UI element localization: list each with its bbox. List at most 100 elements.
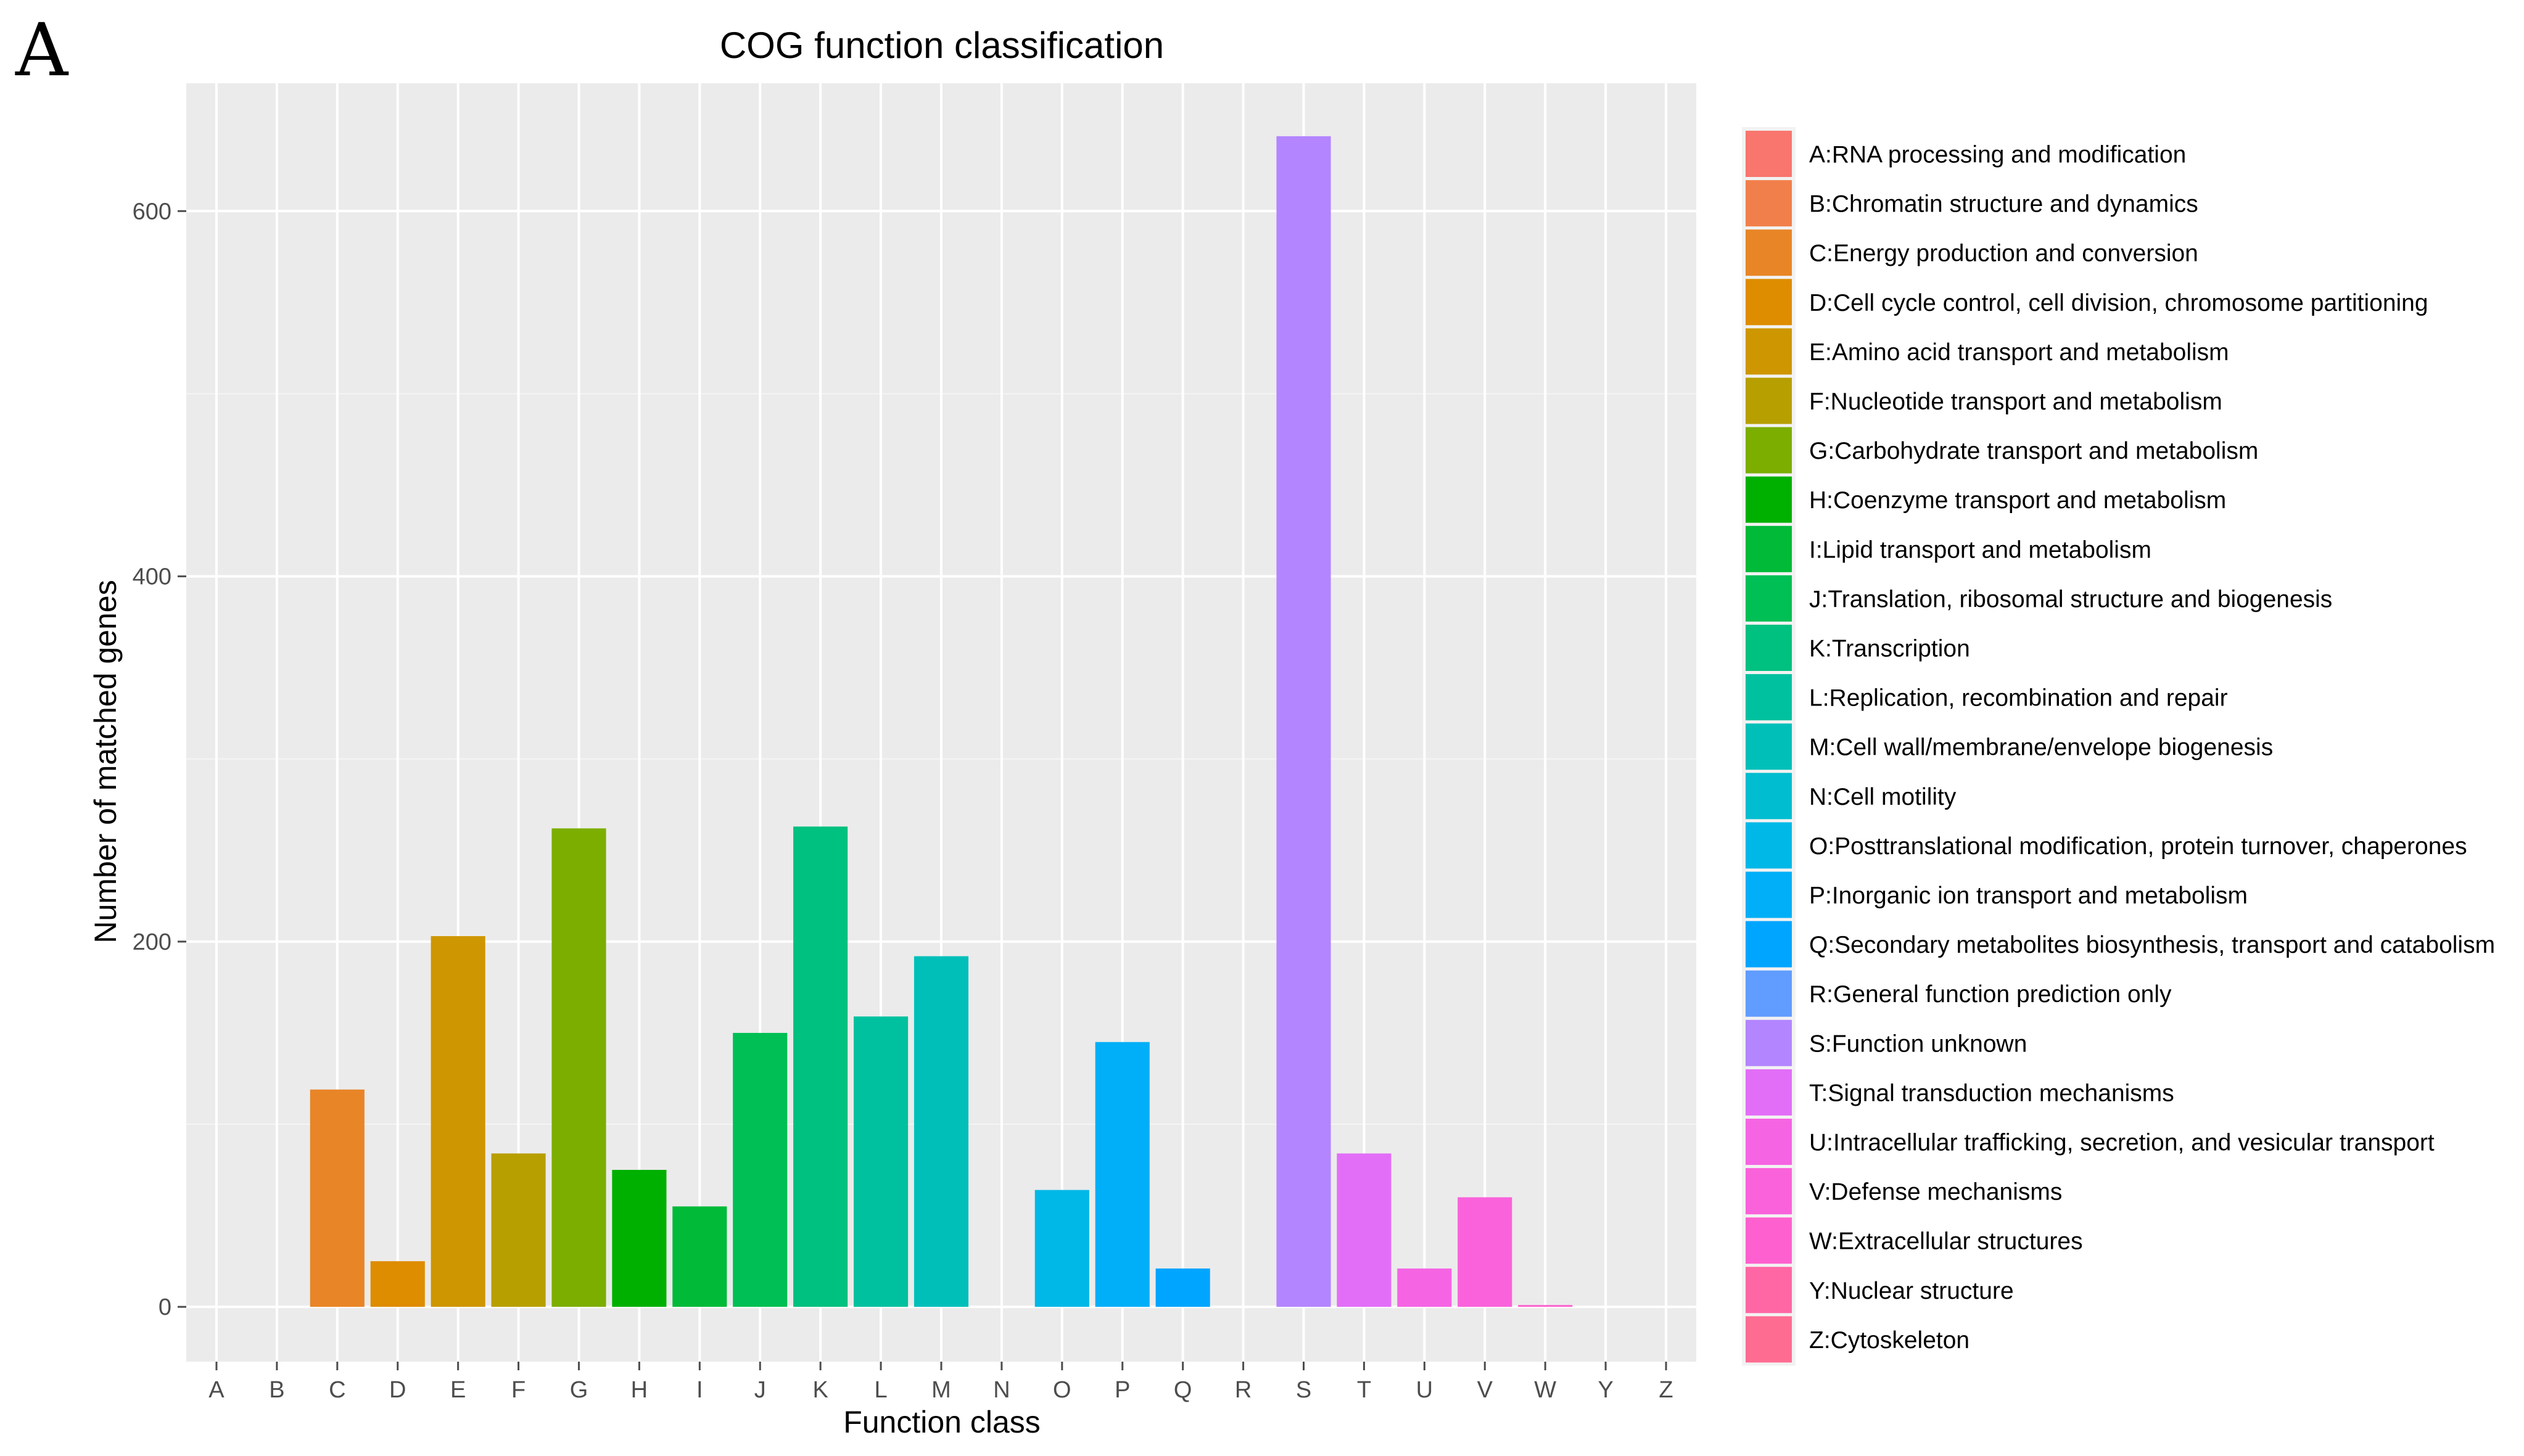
bar-D (370, 1261, 425, 1307)
x-tick-label-L: L (875, 1377, 888, 1403)
x-tick-label-V: V (1477, 1377, 1493, 1403)
y-tick-label: 200 (133, 929, 171, 955)
legend-label-C: C:Energy production and conversion (1809, 241, 2198, 267)
bar-G (551, 828, 606, 1307)
legend-label-S: S:Function unknown (1809, 1030, 2027, 1057)
x-tick-label-E: E (450, 1377, 466, 1403)
legend-swatch-Z (1746, 1316, 1792, 1363)
x-tick-label-G: G (570, 1377, 588, 1403)
legend-swatch-H (1746, 476, 1792, 523)
legend-swatch-Y (1746, 1267, 1792, 1314)
x-tick-label-H: H (631, 1377, 648, 1403)
x-axis-label: Function class (843, 1405, 1041, 1439)
legend-label-F: F:Nucleotide transport and metabolism (1809, 389, 2222, 415)
legend-swatch-U (1746, 1119, 1792, 1165)
legend-swatch-F (1746, 377, 1792, 424)
y-axis-label: Number of matched genes (88, 580, 123, 943)
bar-F (491, 1153, 546, 1307)
y-tick-label: 400 (133, 564, 171, 590)
bar-H (612, 1170, 667, 1307)
legend-swatch-S (1746, 1019, 1792, 1066)
legend-label-G: G:Carbohydrate transport and metabolism (1809, 438, 2258, 464)
legend-label-M: M:Cell wall/membrane/envelope biogenesis (1809, 734, 2273, 761)
legend-swatch-G (1746, 427, 1792, 474)
x-tick-label-R: R (1235, 1377, 1252, 1403)
x-tick-label-I: I (696, 1377, 703, 1403)
chart-title: COG function classification (720, 25, 1164, 66)
legend-swatch-P (1746, 871, 1792, 918)
bar-S (1276, 136, 1331, 1307)
legend-label-Z: Z:Cytoskeleton (1809, 1327, 1969, 1354)
legend-label-L: L:Replication, recombination and repair (1809, 685, 2228, 712)
x-tick-label-S: S (1296, 1377, 1311, 1403)
legend-swatch-D (1746, 279, 1792, 326)
bars (310, 136, 1573, 1307)
x-tick-label-T: T (1357, 1377, 1371, 1403)
legend-swatch-O (1746, 822, 1792, 869)
x-tick-label-W: W (1534, 1377, 1556, 1403)
x-tick-label-O: O (1053, 1377, 1071, 1403)
legend-swatch-Q (1746, 921, 1792, 968)
x-tick-label-K: K (812, 1377, 828, 1403)
legend-swatch-K (1746, 625, 1792, 671)
x-tick-label-Q: Q (1174, 1377, 1192, 1403)
legend-swatch-R (1746, 970, 1792, 1017)
legend-label-I: I:Lipid transport and metabolism (1809, 537, 2151, 563)
legend-swatch-E (1746, 328, 1792, 375)
legend-swatch-I (1746, 525, 1792, 572)
x-tick-label-D: D (389, 1377, 406, 1403)
bar-P (1095, 1042, 1150, 1307)
y-tick-label: 0 (159, 1294, 171, 1320)
legend-label-B: B:Chromatin structure and dynamics (1809, 191, 2198, 218)
bar-W (1518, 1305, 1573, 1307)
x-tick-label-J: J (754, 1377, 766, 1403)
legend-label-D: D:Cell cycle control, cell division, chr… (1809, 290, 2428, 316)
x-tick-label-B: B (269, 1377, 284, 1403)
legend-label-P: P:Inorganic ion transport and metabolism (1809, 882, 2248, 909)
legend-label-N: N:Cell motility (1809, 784, 1957, 810)
bar-U (1397, 1268, 1452, 1307)
legend-label-J: J:Translation, ribosomal structure and b… (1809, 586, 2332, 612)
x-tick-label-Y: Y (1598, 1377, 1613, 1403)
legend-label-U: U:Intracellular trafficking, secretion, … (1809, 1130, 2435, 1156)
legend-swatch-C (1746, 229, 1792, 276)
legend-label-Y: Y:Nuclear structure (1809, 1278, 2014, 1304)
y-tick-label: 600 (133, 199, 171, 224)
legend-label-Q: Q:Secondary metabolites biosynthesis, tr… (1809, 932, 2495, 958)
legend-label-W: W:Extracellular structures (1809, 1228, 2083, 1255)
legend-label-T: T:Signal transduction mechanisms (1809, 1080, 2174, 1106)
legend-label-R: R:General function prediction only (1809, 981, 2172, 1008)
bar-I (672, 1206, 727, 1307)
legend-swatch-A (1746, 131, 1792, 177)
legend-swatch-W (1746, 1217, 1792, 1264)
legend-swatch-J (1746, 575, 1792, 622)
legend-label-E: E:Amino acid transport and metabolism (1809, 339, 2229, 366)
legend-label-A: A:RNA processing and modification (1809, 142, 2186, 168)
bar-L (854, 1016, 909, 1307)
legend-label-V: V:Defense mechanisms (1809, 1179, 2062, 1206)
legend: A:RNA processing and modification B:Chrom… (1742, 127, 2495, 1366)
legend-swatch-B (1746, 180, 1792, 227)
bar-Q (1155, 1268, 1210, 1307)
legend-label-H: H:Coenzyme transport and metabolism (1809, 487, 2226, 514)
x-tick-label-Z: Z (1659, 1377, 1673, 1403)
bar-K (793, 826, 848, 1307)
x-tick-label-N: N (993, 1377, 1010, 1403)
x-tick-label-C: C (329, 1377, 345, 1403)
x-tick-label-U: U (1416, 1377, 1433, 1403)
bar-J (733, 1032, 788, 1307)
bar-C (310, 1089, 365, 1307)
legend-label-O: O:Posttranslational modification, protei… (1809, 833, 2467, 860)
legend-swatch-T (1746, 1069, 1792, 1116)
legend-swatch-V (1746, 1168, 1792, 1215)
x-tick-label-M: M (931, 1377, 951, 1403)
x-tick-label-A: A (208, 1377, 225, 1403)
x-tick-label-F: F (511, 1377, 526, 1403)
panel-label: A (15, 7, 69, 93)
y-axis: 0 200 400 600 (133, 199, 186, 1320)
legend-label-K: K:Transcription (1809, 636, 1970, 662)
legend-swatch-M (1746, 723, 1792, 770)
